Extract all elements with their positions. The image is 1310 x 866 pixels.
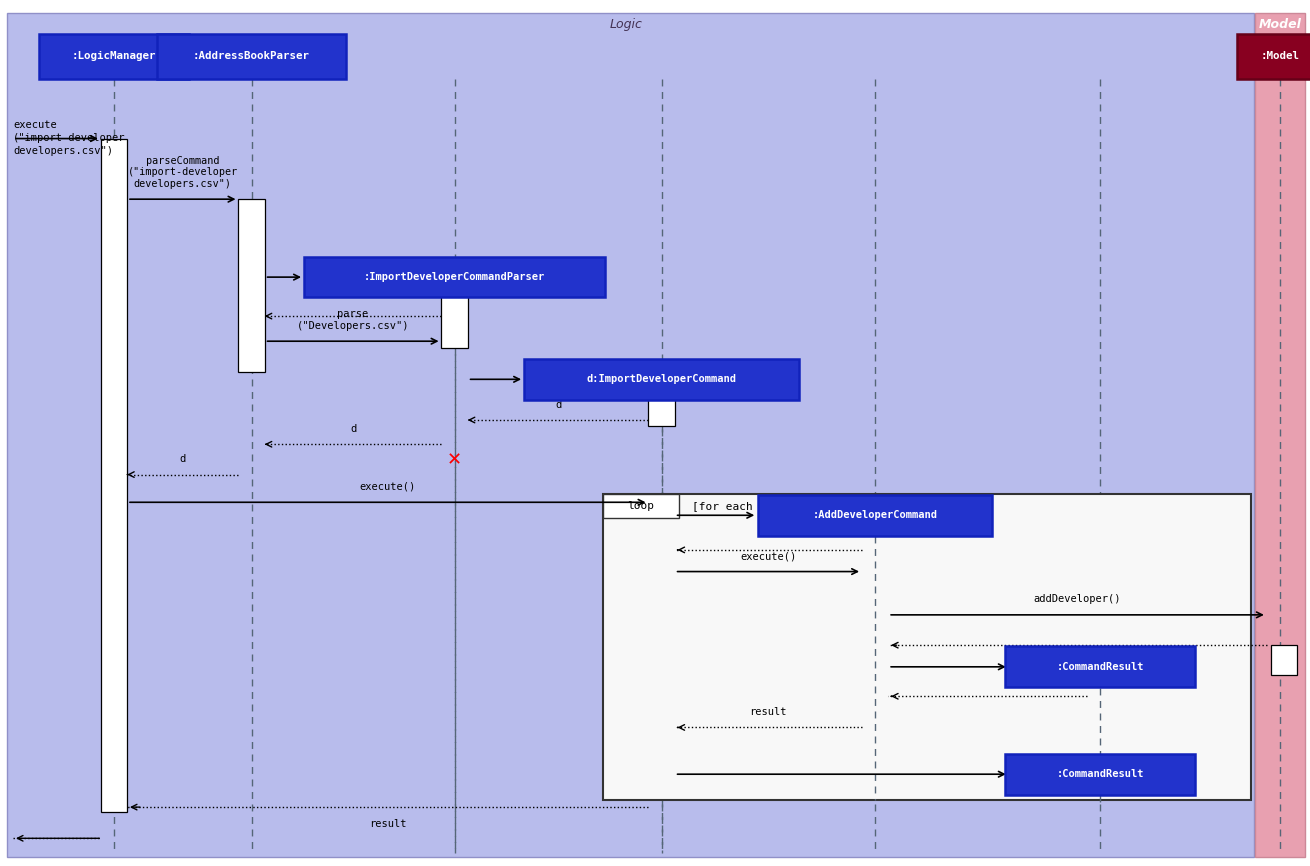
Text: [for each row in csv]: [for each row in csv] [692, 501, 833, 511]
FancyBboxPatch shape [1255, 13, 1305, 857]
FancyBboxPatch shape [1006, 753, 1195, 795]
Text: Model: Model [1259, 17, 1301, 31]
FancyBboxPatch shape [38, 34, 189, 79]
Text: result: result [749, 707, 787, 717]
FancyBboxPatch shape [603, 494, 1251, 800]
FancyBboxPatch shape [648, 391, 675, 426]
Text: result: result [369, 819, 406, 830]
FancyBboxPatch shape [304, 256, 605, 297]
Text: developers.csv"): developers.csv") [13, 145, 113, 156]
FancyBboxPatch shape [862, 576, 888, 701]
Text: :CommandResult: :CommandResult [1057, 662, 1144, 672]
Text: d: d [179, 454, 186, 464]
FancyBboxPatch shape [1006, 646, 1195, 688]
Text: Logic: Logic [609, 17, 643, 31]
Text: :Model: :Model [1260, 51, 1300, 61]
Text: execute: execute [13, 120, 56, 130]
FancyBboxPatch shape [862, 494, 888, 527]
FancyBboxPatch shape [101, 139, 127, 812]
FancyBboxPatch shape [1087, 624, 1114, 654]
FancyBboxPatch shape [7, 13, 1254, 857]
Text: parseCommand
("import-developer
developers.csv"): parseCommand ("import-developer develope… [127, 156, 238, 189]
Text: parse
("Developers.csv"): parse ("Developers.csv") [297, 309, 409, 331]
Text: loop: loop [627, 501, 654, 511]
Text: ✕: ✕ [447, 452, 462, 469]
Text: d: d [350, 423, 356, 434]
Text: :AddDeveloperCommand: :AddDeveloperCommand [812, 510, 938, 520]
FancyBboxPatch shape [524, 359, 799, 399]
FancyBboxPatch shape [441, 279, 468, 348]
Text: :AddressBookParser: :AddressBookParser [193, 51, 310, 61]
Text: :LogicManager: :LogicManager [72, 51, 156, 61]
FancyBboxPatch shape [603, 494, 679, 518]
Text: :CommandResult: :CommandResult [1057, 769, 1144, 779]
FancyBboxPatch shape [1271, 645, 1297, 675]
FancyBboxPatch shape [648, 546, 675, 788]
Text: execute(): execute() [740, 551, 796, 561]
Text: :ImportDeveloperCommandParser: :ImportDeveloperCommandParser [364, 272, 545, 282]
FancyBboxPatch shape [1237, 34, 1310, 79]
FancyBboxPatch shape [238, 199, 265, 372]
Text: d:ImportDeveloperCommand: d:ImportDeveloperCommand [587, 374, 736, 385]
Text: d: d [555, 399, 561, 410]
FancyBboxPatch shape [157, 34, 346, 79]
FancyBboxPatch shape [758, 495, 992, 535]
Text: execute(): execute() [360, 481, 415, 492]
Text: addDeveloper(): addDeveloper() [1034, 594, 1121, 604]
Text: ("import-developer: ("import-developer [13, 132, 126, 143]
